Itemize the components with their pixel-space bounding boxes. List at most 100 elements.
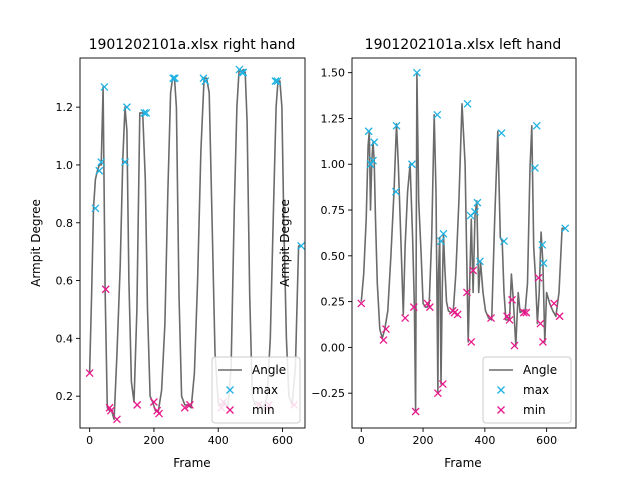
legend: Angle max min bbox=[482, 356, 572, 424]
min-marker bbox=[505, 315, 514, 324]
x-tick-label: 600 bbox=[272, 434, 293, 447]
max-marker bbox=[201, 77, 210, 86]
max-marker bbox=[169, 74, 178, 83]
max-marker bbox=[475, 257, 484, 266]
max-marker-stroke-b bbox=[530, 163, 539, 172]
max-marker-stroke-b bbox=[271, 77, 280, 86]
legend: Angle max min bbox=[211, 356, 301, 424]
max-marker bbox=[500, 237, 508, 246]
legend-box bbox=[211, 356, 301, 424]
min-marker bbox=[503, 312, 512, 321]
max-marker bbox=[97, 158, 106, 167]
min-marker bbox=[106, 406, 115, 415]
max-marker-stroke-b bbox=[392, 121, 401, 130]
min-marker bbox=[382, 325, 390, 334]
min-marker-stroke-b bbox=[101, 285, 110, 294]
min-marker-stroke-b bbox=[450, 308, 459, 317]
y-tick-label: 1.50 bbox=[321, 67, 346, 80]
max-marker-stroke-b bbox=[100, 82, 109, 91]
y-tick-label: −0.25 bbox=[311, 387, 345, 400]
min-marker bbox=[149, 398, 158, 406]
min-marker bbox=[555, 312, 564, 321]
y-axis-label: Armpit Degree bbox=[278, 199, 292, 287]
max-marker-stroke-b bbox=[539, 259, 548, 268]
max-marker-stroke-b bbox=[239, 68, 248, 77]
max-marker bbox=[366, 160, 375, 169]
legend-marker-swatch-stroke-b bbox=[497, 406, 505, 414]
plot-data bbox=[357, 68, 570, 416]
chart-right-hand: 1901202101a.xlsx right hand Frame Armpit… bbox=[29, 37, 306, 470]
max-marker-stroke-b bbox=[121, 158, 129, 167]
y-tick-label: 0.6 bbox=[56, 275, 74, 288]
min-marker-stroke-b bbox=[133, 400, 142, 409]
min-marker bbox=[550, 299, 559, 308]
max-marker-stroke-b bbox=[370, 138, 379, 147]
legend-label: Angle bbox=[523, 363, 557, 377]
max-marker-stroke-b bbox=[500, 237, 508, 246]
max-marker bbox=[91, 204, 100, 213]
y-tick-label: 0.00 bbox=[321, 341, 346, 354]
min-marker-stroke-b bbox=[379, 336, 388, 345]
max-marker bbox=[238, 68, 246, 77]
min-marker-stroke-b bbox=[153, 406, 162, 415]
min-marker bbox=[438, 380, 447, 388]
min-marker bbox=[519, 308, 528, 317]
min-marker bbox=[101, 285, 110, 294]
max-marker bbox=[369, 156, 377, 165]
min-marker-stroke-b bbox=[508, 295, 517, 304]
max-marker-stroke-b bbox=[473, 198, 482, 207]
legend-label: min bbox=[252, 403, 275, 417]
min-marker-stroke-b bbox=[425, 303, 434, 312]
max-marker-stroke-b bbox=[91, 204, 100, 213]
max-marker bbox=[532, 121, 541, 130]
max-marker bbox=[473, 198, 482, 207]
max-marker-stroke-b bbox=[439, 229, 448, 238]
min-marker-stroke-b bbox=[113, 415, 121, 424]
min-marker-stroke-b bbox=[185, 400, 194, 409]
min-marker-stroke-b bbox=[469, 266, 478, 275]
max-marker-stroke-b bbox=[532, 121, 541, 130]
max-marker bbox=[530, 163, 539, 172]
min-marker-stroke-b bbox=[433, 389, 442, 398]
min-marker-stroke-b bbox=[423, 299, 432, 308]
x-tick-label: 0 bbox=[86, 434, 93, 447]
min-marker bbox=[522, 308, 531, 317]
min-marker bbox=[433, 389, 442, 398]
x-axis-label: Frame bbox=[444, 456, 481, 470]
max-marker-stroke-b bbox=[433, 110, 442, 119]
series-min-markers bbox=[357, 266, 564, 416]
x-axis-label: Frame bbox=[173, 456, 210, 470]
max-marker-stroke-b bbox=[538, 240, 547, 249]
min-marker-stroke-b bbox=[503, 312, 512, 321]
min-marker-stroke-b bbox=[550, 299, 559, 308]
max-marker-stroke-b bbox=[475, 257, 484, 266]
min-marker-stroke-b bbox=[409, 303, 418, 312]
min-marker-stroke-b bbox=[462, 288, 471, 297]
x-tick-label: 400 bbox=[208, 434, 229, 447]
min-marker bbox=[487, 314, 495, 323]
series-max-markers bbox=[91, 65, 305, 250]
chart-left-hand: 1901202101a.xlsx left hand Frame Armpit … bbox=[278, 37, 577, 470]
legend-marker-swatch bbox=[226, 406, 234, 414]
max-marker bbox=[271, 77, 280, 86]
max-marker bbox=[364, 127, 373, 136]
min-marker-stroke-b bbox=[536, 319, 545, 328]
max-marker bbox=[95, 166, 104, 175]
max-marker bbox=[273, 77, 282, 86]
legend-item: Angle bbox=[489, 363, 557, 377]
max-marker bbox=[391, 187, 400, 196]
max-marker-stroke-b bbox=[142, 108, 151, 117]
min-marker bbox=[469, 266, 478, 275]
max-marker bbox=[121, 158, 129, 167]
min-marker-stroke-b bbox=[538, 337, 547, 346]
y-tick-label: 1.00 bbox=[321, 158, 346, 171]
y-tick-label: 1.2 bbox=[56, 101, 74, 114]
legend-marker-swatch bbox=[226, 386, 234, 394]
max-marker bbox=[142, 108, 151, 117]
max-marker-stroke-b bbox=[297, 241, 305, 250]
legend-marker-swatch-stroke-b bbox=[497, 386, 505, 394]
min-marker-stroke-b bbox=[155, 409, 164, 418]
max-marker bbox=[170, 74, 179, 83]
max-marker-stroke-b bbox=[199, 74, 208, 83]
min-marker bbox=[409, 303, 418, 312]
